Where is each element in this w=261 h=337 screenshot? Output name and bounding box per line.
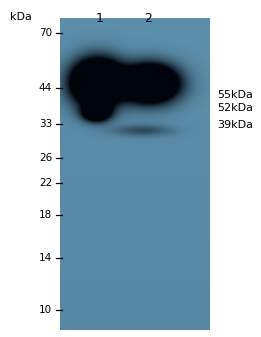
- Text: 22: 22: [39, 178, 52, 188]
- Text: 44: 44: [39, 83, 52, 93]
- Text: 33: 33: [39, 119, 52, 129]
- Text: 18: 18: [39, 210, 52, 220]
- Text: 55kDa: 55kDa: [217, 90, 253, 100]
- Text: 10: 10: [39, 305, 52, 315]
- Text: 14: 14: [39, 253, 52, 263]
- Text: 52kDa: 52kDa: [217, 103, 253, 113]
- Text: kDa: kDa: [10, 12, 32, 22]
- Text: 1: 1: [96, 12, 104, 25]
- Text: 26: 26: [39, 153, 52, 163]
- Text: 2: 2: [144, 12, 152, 25]
- Text: 70: 70: [39, 28, 52, 38]
- Text: 39kDa: 39kDa: [217, 120, 253, 130]
